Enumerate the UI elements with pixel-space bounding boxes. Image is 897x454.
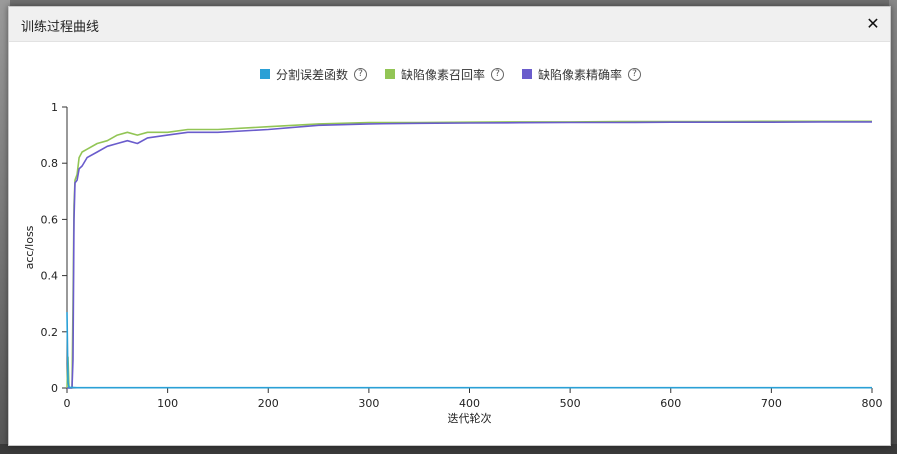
legend-label-loss: 分割误差函数 — [275, 67, 348, 82]
question-circle-icon[interactable]: ? — [353, 67, 367, 81]
question-circle-icon[interactable]: ? — [491, 67, 504, 81]
x-axis-label: 迭代轮次 — [448, 411, 492, 425]
training-line-chart: 0 0.2 0.4 0.6 0.8 1 0 100 200 300 400 500 600 700 800 迭… — [23, 101, 883, 425]
legend-swatch-precision — [522, 69, 532, 79]
chart-legend: 分割误差函数 ? 缺陷像素召回率 ? 缺陷像素精确率 ? — [9, 65, 892, 83]
x-tick-label: 700 — [761, 397, 782, 410]
legend-item-recall[interactable]: 缺陷像素召回率 ? — [384, 65, 504, 83]
x-tick-label: 0 — [64, 397, 71, 410]
dialog-titlebar: 训练过程曲线 ✕ — [9, 7, 890, 42]
x-tick-label: 600 — [660, 397, 681, 410]
background-bottom — [0, 444, 897, 454]
y-tick-label: 0 — [51, 382, 58, 395]
y-tick-label: 0.2 — [41, 326, 59, 339]
legend-swatch-loss — [259, 69, 270, 79]
y-tick-label: 0.4 — [41, 270, 59, 283]
close-icon[interactable]: ✕ — [866, 14, 880, 33]
legend-item-loss[interactable]: 分割误差函数 ? — [259, 65, 367, 83]
series-line-1 — [66, 120, 872, 389]
x-tick-label: 800 — [862, 397, 883, 410]
y-tick-label: 0.6 — [41, 213, 59, 226]
legend-item-precision[interactable]: 缺陷像素精确率 ? — [522, 65, 642, 83]
x-tick-label: 300 — [358, 397, 379, 410]
dialog-title: 训练过程曲线 — [21, 20, 100, 35]
y-axis-label: acc/loss — [23, 225, 36, 269]
legend-label-precision: 缺陷像素精确率 — [538, 67, 623, 82]
question-circle-icon[interactable]: ? — [628, 67, 642, 81]
x-tick-label: 400 — [459, 397, 480, 410]
background-right — [889, 0, 897, 454]
legend-label-recall: 缺陷像素召回率 — [400, 67, 485, 82]
x-tick-label: 100 — [157, 397, 178, 410]
legend-swatch-recall — [384, 69, 395, 79]
background-left — [0, 0, 10, 454]
series-line-2 — [67, 121, 872, 389]
y-tick-label: 1 — [51, 101, 58, 114]
series-line-0 — [66, 312, 872, 389]
y-tick-label: 0.8 — [41, 157, 59, 170]
x-tick-label: 500 — [560, 397, 581, 410]
x-tick-label: 200 — [258, 397, 279, 410]
